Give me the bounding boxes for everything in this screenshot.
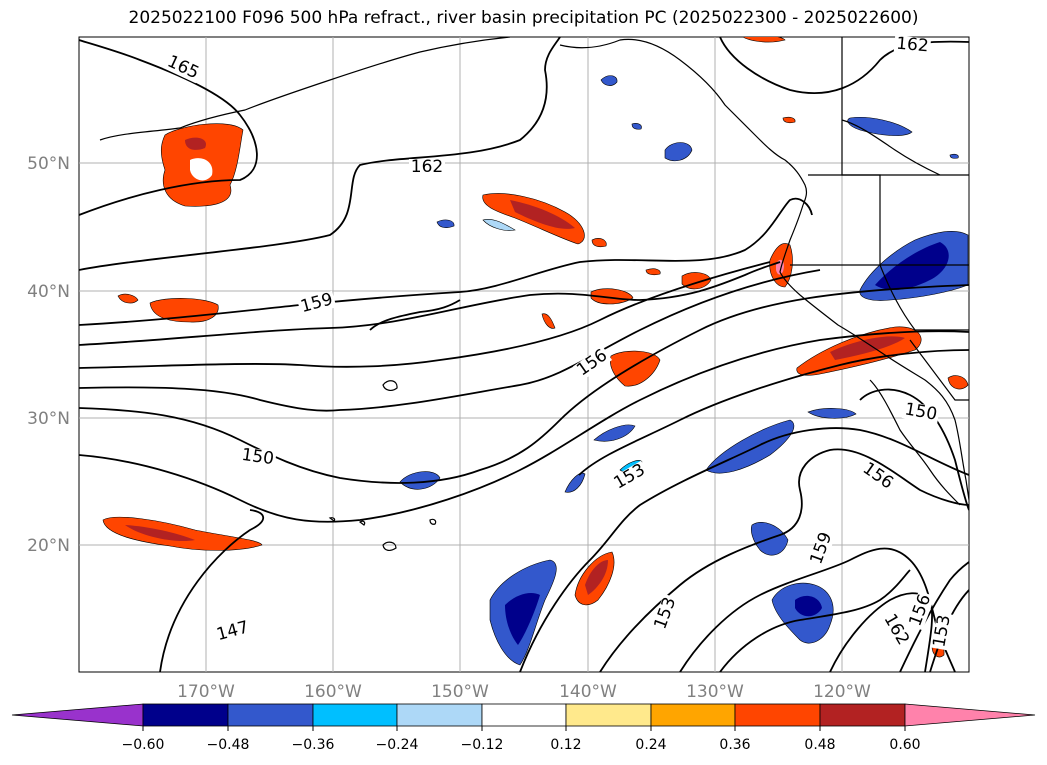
colorbar-tick-label: −0.36 [292,737,335,753]
lon-label: 150°W [431,682,489,702]
colorbar-swatch [904,703,1036,727]
colorbar-swatch [11,703,144,727]
map-title: 2025022100 F096 500 hPa refract., river … [128,8,919,28]
colorbar-swatch [734,703,821,727]
contour-label: 150 [240,445,275,469]
colorbar-swatch [650,703,736,727]
colorbar-tick-label: −0.60 [122,737,165,753]
lon-label: 160°W [304,682,362,702]
colorbar-tick-label: 0.60 [889,737,920,753]
lon-label: 120°W [813,682,871,702]
colorbar-swatch [396,703,483,727]
latitude-labels: 50°N 40°N 30°N 20°N [27,154,70,556]
contour-label: 162 [411,157,443,177]
lon-label: 130°W [686,682,744,702]
contour-label: 162 [895,34,929,57]
lon-label: 140°W [559,682,617,702]
colorbar-swatch [481,703,567,727]
colorbar-tick-label: −0.12 [461,737,504,753]
colorbar-labels: −0.60 −0.48 −0.36 −0.24 −0.12 0.12 0.24 … [122,737,921,753]
coastlines [99,37,969,551]
lat-label: 20°N [27,536,70,556]
negative-anomaly-areas [399,75,969,666]
colorbar-swatch [227,703,314,727]
colorbar [11,703,1036,727]
colorbar-swatch [565,703,652,727]
colorbar-ticks [142,726,906,731]
lat-label: 50°N [27,154,70,174]
colorbar-tick-label: 0.12 [550,737,581,753]
colorbar-tick-label: −0.48 [207,737,250,753]
longitude-labels: 170°W 160°W 150°W 140°W 130°W 120°W [177,682,871,702]
colorbar-tick-label: 0.36 [719,737,750,753]
lat-label: 30°N [27,409,70,429]
colorbar-tick-label: 0.48 [804,737,835,753]
colorbar-tick-label: 0.24 [635,737,666,753]
colorbar-swatch [142,703,229,727]
colorbar-swatch [819,703,906,727]
lon-label: 170°W [177,682,235,702]
colorbar-tick-label: −0.24 [376,737,419,753]
colorbar-swatch [312,703,398,727]
lat-label: 40°N [27,282,70,302]
positive-anomaly-areas [102,37,969,658]
